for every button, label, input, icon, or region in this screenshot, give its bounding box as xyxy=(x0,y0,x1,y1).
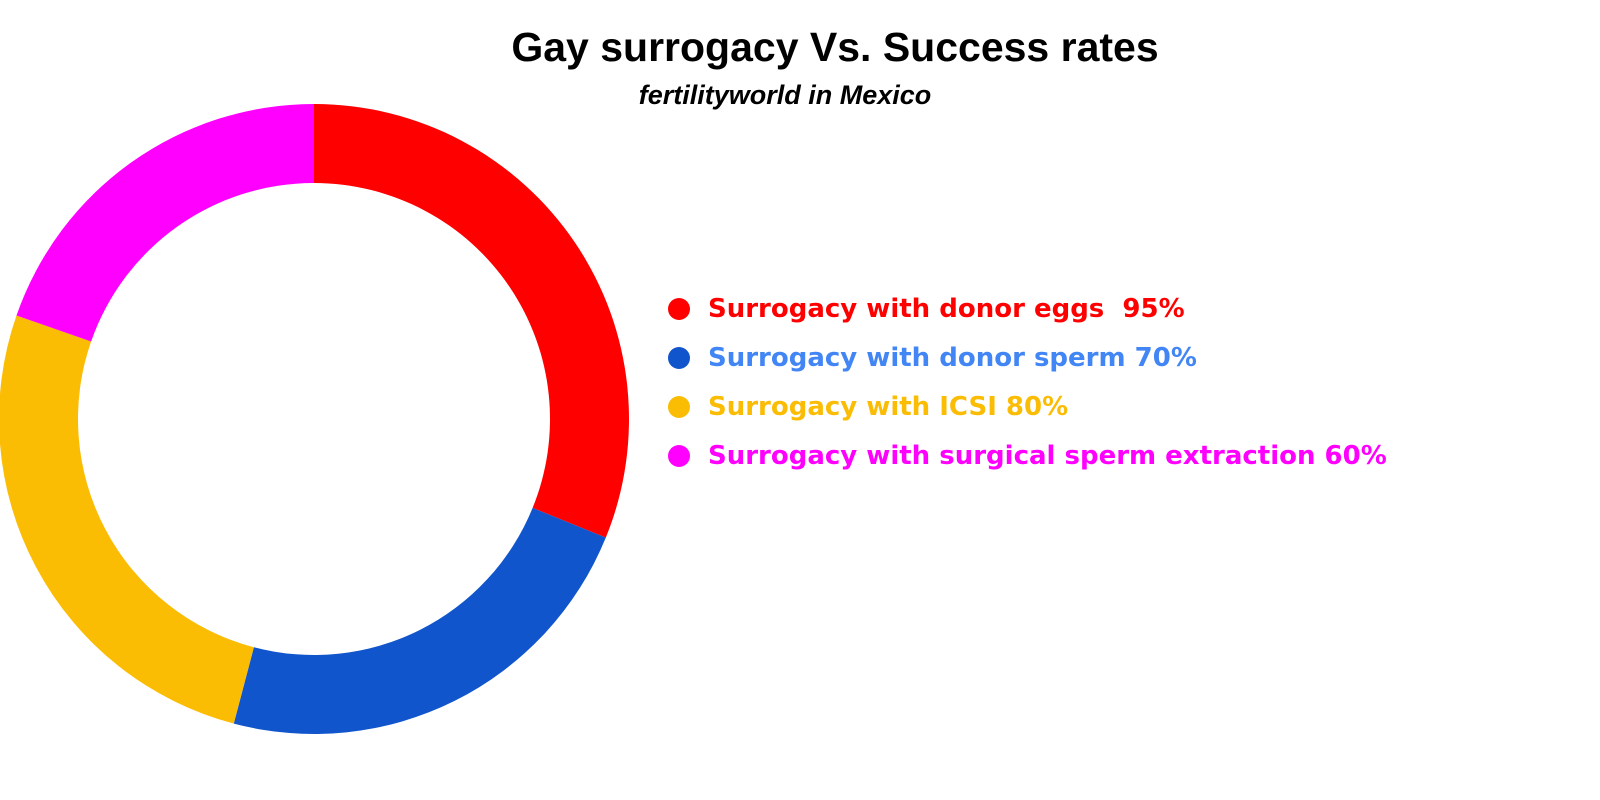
legend-marker xyxy=(668,346,690,369)
chart-title: Gay surrogacy Vs. Success rates xyxy=(511,24,1159,70)
donut-chart xyxy=(0,104,629,734)
legend-marker xyxy=(668,395,690,418)
legend-marker xyxy=(668,444,690,467)
legend-label: Surrogacy with ICSI 80% xyxy=(708,391,1069,422)
legend-label: Surrogacy with donor eggs 95% xyxy=(708,293,1185,324)
legend-marker xyxy=(668,297,690,320)
donut-slice-2 xyxy=(233,507,606,734)
donut-slice-1 xyxy=(314,104,629,538)
legend-label: Surrogacy with donor sperm 70% xyxy=(708,342,1197,373)
donut-slice-4 xyxy=(16,104,314,342)
legend-item: Surrogacy with ICSI 80% xyxy=(668,382,1387,431)
legend-item: Surrogacy with donor eggs 95% xyxy=(668,284,1387,333)
donut-slice-3 xyxy=(0,315,254,724)
legend-item: Surrogacy with donor sperm 70% xyxy=(668,333,1387,382)
chart-legend: Surrogacy with donor eggs 95% Surrogacy w… xyxy=(668,284,1387,480)
chart-subtitle: fertilityworld in Mexico xyxy=(638,80,932,110)
legend-item: Surrogacy with surgical sperm extraction… xyxy=(668,431,1387,480)
legend-label: Surrogacy with surgical sperm extraction… xyxy=(708,440,1387,471)
